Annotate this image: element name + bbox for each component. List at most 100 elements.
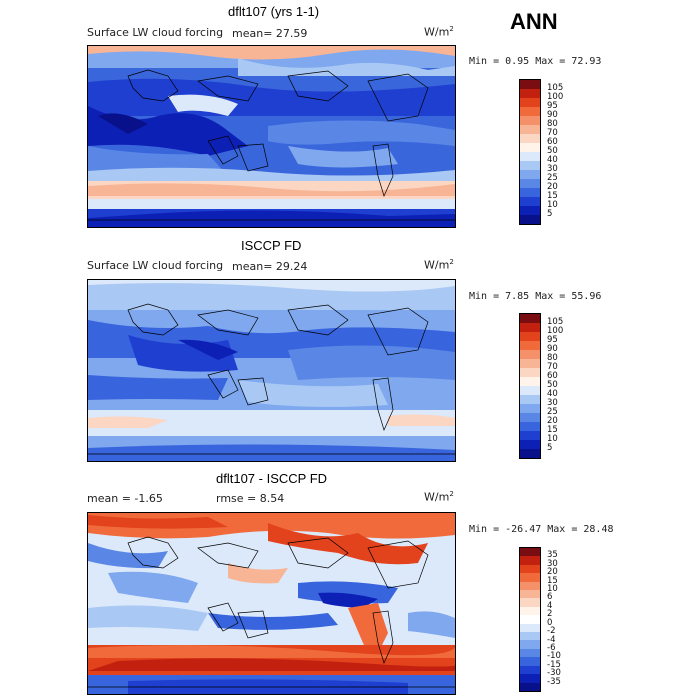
panel2-title: ISCCP FD — [241, 238, 302, 253]
colorbar-tick-label: 2 — [547, 609, 553, 620]
colorbar-tick-label: 10 — [547, 434, 558, 444]
colorbar-tick-label: 15 — [547, 191, 558, 201]
colorbar-swatch — [520, 395, 540, 404]
colorbar-swatch — [520, 548, 540, 557]
colorbar-tick-label: 60 — [547, 371, 558, 381]
panel3-map — [87, 512, 456, 695]
panel3-minmax: Min = -26.47 Max = 28.48 — [469, 524, 614, 535]
colorbar-tick-label: 70 — [547, 362, 558, 372]
colorbar-swatch — [520, 590, 540, 599]
colorbar-tick-label: 25 — [547, 407, 558, 417]
colorbar-swatch — [520, 674, 540, 683]
colorbar-tick-label: -6 — [547, 642, 556, 653]
colorbar-swatch — [520, 682, 540, 691]
colorbar-tick-label: 50 — [547, 380, 558, 390]
colorbar-tick-label: 80 — [547, 119, 558, 129]
colorbar-swatch — [520, 564, 540, 574]
colorbar-swatch — [520, 215, 540, 224]
colorbar-tick-label: 60 — [547, 137, 558, 147]
colorbar-swatch — [520, 422, 540, 431]
colorbar-swatch — [520, 161, 540, 170]
panel1-map — [87, 45, 456, 228]
colorbar-swatch — [520, 89, 540, 98]
colorbar-tick-label: 15 — [547, 425, 558, 435]
colorbar-swatch — [520, 556, 540, 565]
colorbar-tick-label: 90 — [547, 110, 558, 120]
colorbar-swatch — [520, 615, 540, 624]
colorbar-swatch — [520, 116, 540, 125]
colorbar-swatch — [520, 598, 540, 607]
panel3-title: dflt107 - ISCCP FD — [216, 471, 328, 486]
colorbar-tick-label: 20 — [547, 567, 558, 578]
colorbar-swatch — [520, 413, 540, 422]
colorbar-tick-label: -2 — [547, 626, 556, 637]
colorbar-swatch — [520, 152, 540, 161]
colorbar-tick-label: 30 — [547, 558, 558, 569]
colorbar-tick-label: -15 — [547, 659, 561, 670]
panel1-units: W/m2 — [424, 25, 454, 39]
colorbar-swatch — [520, 341, 540, 350]
colorbar-swatch — [520, 449, 540, 458]
colorbar-tick-label: 90 — [547, 344, 558, 354]
colorbar-swatch — [520, 332, 540, 341]
colorbar-tick-label: 5 — [547, 443, 553, 453]
colorbar-tick-label: 100 — [547, 326, 564, 336]
panel3-units: W/m2 — [424, 490, 454, 504]
colorbar-swatch — [520, 386, 540, 395]
colorbar-tick-label: 70 — [547, 128, 558, 138]
colorbar-swatch — [520, 404, 540, 413]
panel2-map — [87, 279, 456, 462]
colorbar-tick-label: 25 — [547, 173, 558, 183]
colorbar-swatch — [520, 648, 540, 658]
colorbar-tick-label: -10 — [547, 651, 561, 662]
colorbar-swatch — [520, 134, 540, 143]
colorbar-swatch — [520, 359, 540, 368]
panel1-title: dflt107 (yrs 1-1) — [228, 4, 320, 19]
colorbar-swatch — [520, 440, 540, 449]
colorbar-swatch — [520, 179, 540, 188]
colorbar-swatch — [520, 573, 540, 582]
colorbar-swatch — [520, 368, 540, 377]
colorbar-swatch — [520, 98, 540, 107]
panel2-minmax: Min = 7.85 Max = 55.96 — [469, 291, 602, 302]
colorbar-swatch — [520, 206, 540, 215]
panel2-units: W/m2 — [424, 258, 454, 272]
colorbar-tick-label: -4 — [547, 634, 556, 645]
panel2-mean: mean= 29.24 — [232, 260, 308, 273]
colorbar-tick-label: 10 — [547, 584, 558, 595]
panel3-colorbar — [519, 547, 541, 692]
panel1-mean: mean= 27.59 — [232, 27, 308, 40]
colorbar-tick-label: -35 — [547, 676, 561, 687]
colorbar-tick-label: 20 — [547, 416, 558, 426]
colorbar-tick-label: -30 — [547, 668, 561, 679]
colorbar-tick-label: 80 — [547, 353, 558, 363]
colorbar-tick-label: 30 — [547, 398, 558, 408]
colorbar-swatch — [520, 197, 540, 206]
colorbar-tick-label: 95 — [547, 335, 558, 345]
colorbar-swatch — [520, 188, 540, 197]
colorbar-swatch — [520, 323, 540, 332]
colorbar-tick-label: 40 — [547, 155, 558, 165]
colorbar-swatch — [520, 606, 540, 616]
colorbar-tick-label: 6 — [547, 592, 553, 603]
colorbar-swatch — [520, 657, 540, 666]
colorbar-swatch — [520, 632, 540, 641]
panel1-colorbar — [519, 79, 541, 225]
colorbar-tick-label: 35 — [547, 550, 558, 561]
colorbar-swatch — [520, 143, 540, 152]
panel2-colorbar — [519, 313, 541, 459]
colorbar-tick-label: 105 — [547, 317, 564, 327]
colorbar-swatch — [520, 581, 540, 591]
colorbar-tick-label: 15 — [547, 575, 558, 586]
colorbar-swatch — [520, 665, 540, 675]
colorbar-swatch — [520, 350, 540, 359]
colorbar-swatch — [520, 170, 540, 179]
colorbar-tick-label: 105 — [547, 83, 564, 93]
colorbar-swatch — [520, 314, 540, 323]
panel3-mean: mean = -1.65 — [87, 492, 163, 505]
colorbar-tick-label: 20 — [547, 182, 558, 192]
colorbar-swatch — [520, 623, 540, 633]
colorbar-swatch — [520, 640, 540, 649]
colorbar-tick-label: 50 — [547, 146, 558, 156]
